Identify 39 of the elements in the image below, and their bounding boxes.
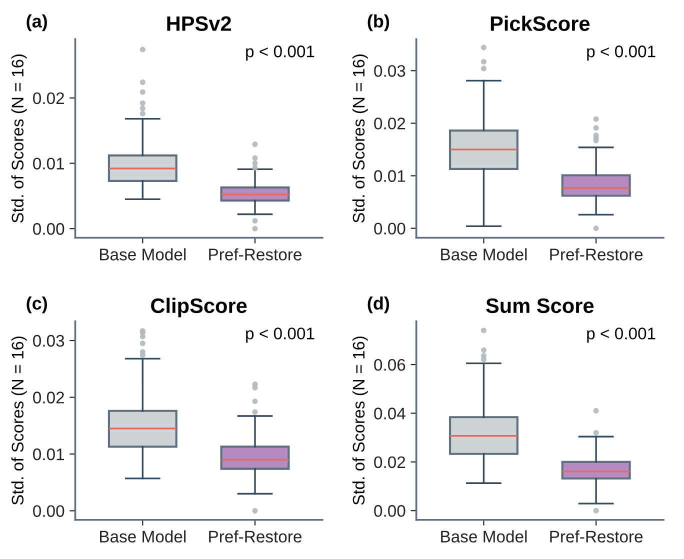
x-tick-label: Base Model bbox=[441, 530, 527, 543]
y-axis-title: Std. of Scores (N = 16) bbox=[11, 336, 27, 505]
y-tick-label: 0.04 bbox=[374, 408, 406, 420]
x-tick-label: Pref-Restore bbox=[550, 248, 643, 260]
annotation: p < 0.001 bbox=[587, 46, 656, 61]
text: (a) bbox=[26, 14, 47, 32]
chart-title: HPSv2 bbox=[167, 16, 231, 31]
chart-title: Sum Score bbox=[486, 298, 594, 314]
x-tick-label: Base Model bbox=[441, 248, 527, 260]
y-tick-label: 0.02 bbox=[33, 392, 64, 404]
y-tick-label: 0.01 bbox=[374, 170, 406, 182]
y-axis-title: Std. of Scores (N = 16) bbox=[352, 54, 368, 223]
x-tick-label: Base Model bbox=[100, 530, 186, 543]
y-tick-label: 0.01 bbox=[33, 448, 64, 460]
x-tick-label: Pref-Restore bbox=[209, 530, 302, 543]
y-axis-title: Std. of Scores (N = 16) bbox=[352, 336, 368, 505]
y-axis-title: Std. of Scores (N = 16) bbox=[11, 54, 27, 223]
text: (b) bbox=[368, 14, 390, 32]
y-tick-label: 0.00 bbox=[374, 222, 406, 235]
annotation: p < 0.001 bbox=[587, 328, 656, 343]
y-tick-label: 0.03 bbox=[33, 334, 64, 347]
y-tick-label: 0.00 bbox=[374, 505, 406, 517]
y-tick-label: 0.03 bbox=[374, 65, 406, 77]
y-tick-label: 0.00 bbox=[33, 505, 64, 517]
x-tick-label: Pref-Restore bbox=[550, 530, 643, 543]
chart-title: ClipScore bbox=[151, 298, 247, 318]
annotation: p < 0.001 bbox=[246, 328, 314, 343]
annotation: p < 0.001 bbox=[246, 46, 314, 61]
y-tick-label: 0.00 bbox=[33, 223, 64, 235]
y-tick-label: 0.01 bbox=[33, 158, 64, 170]
y-tick-label: 0.02 bbox=[33, 92, 64, 104]
chart-title: PickScore bbox=[490, 16, 590, 31]
text: (d) bbox=[368, 296, 390, 314]
text: (c) bbox=[26, 296, 47, 314]
x-tick-label: Pref-Restore bbox=[209, 248, 302, 260]
x-tick-label: Base Model bbox=[100, 248, 186, 260]
y-tick-label: 0.02 bbox=[374, 118, 406, 130]
y-tick-label: 0.06 bbox=[374, 358, 406, 371]
y-tick-label: 0.02 bbox=[374, 456, 406, 468]
